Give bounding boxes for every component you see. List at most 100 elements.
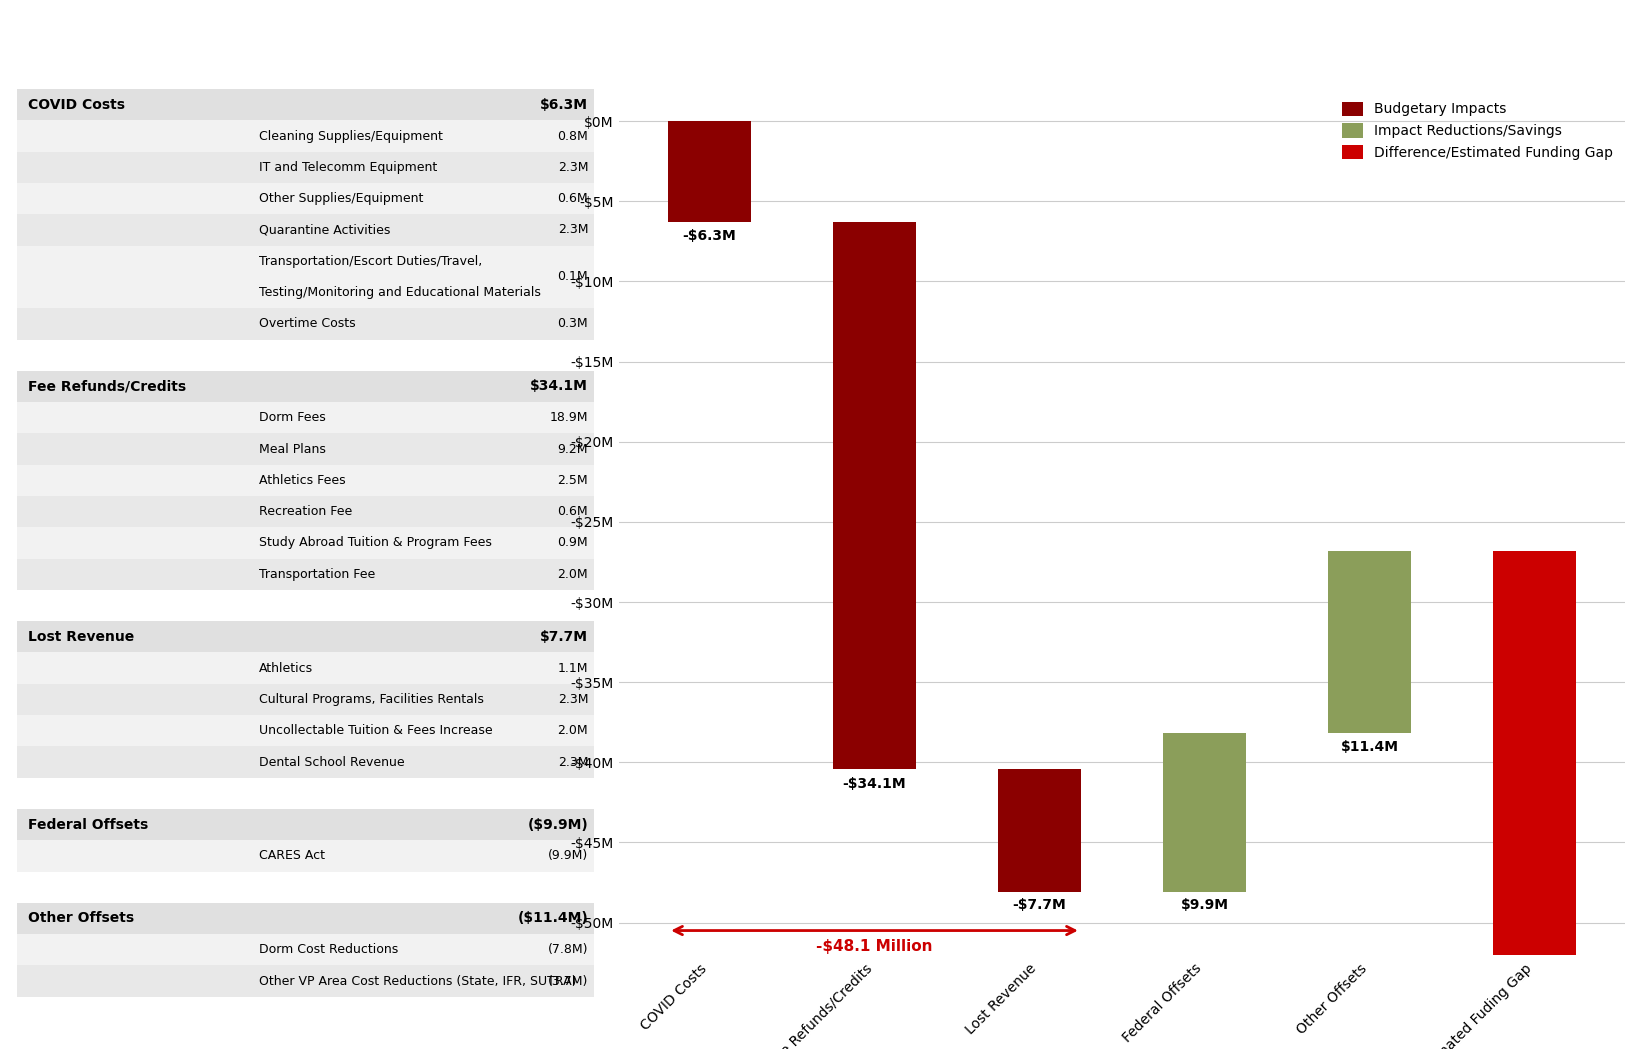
Bar: [248, 715, 508, 747]
Bar: [16, 245, 247, 308]
Bar: [16, 465, 247, 496]
Text: Dorm Cost Reductions: Dorm Cost Reductions: [259, 943, 398, 957]
Bar: [1328, 551, 1411, 733]
Bar: [16, 402, 247, 433]
Text: ($9.9M): ($9.9M): [528, 817, 589, 832]
Bar: [248, 402, 508, 433]
Bar: [248, 183, 508, 214]
Text: 2.3M: 2.3M: [558, 693, 589, 706]
Text: Dorm Fees: Dorm Fees: [259, 411, 325, 424]
Bar: [16, 308, 247, 340]
Text: Lost Revenue: Lost Revenue: [28, 629, 134, 644]
Bar: [16, 840, 247, 872]
Text: ($11.4M): ($11.4M): [518, 912, 589, 925]
Bar: [508, 715, 594, 747]
Bar: [16, 935, 247, 965]
Bar: [508, 903, 594, 935]
Bar: [508, 245, 594, 308]
Text: Other Supplies/Equipment: Other Supplies/Equipment: [259, 192, 424, 206]
Text: Quarantine Activities: Quarantine Activities: [259, 223, 391, 236]
Text: 0.6M: 0.6M: [558, 506, 589, 518]
Text: 9.2M: 9.2M: [558, 443, 589, 455]
Bar: [248, 121, 508, 152]
Text: 0.9M: 0.9M: [558, 536, 589, 550]
Legend: Budgetary Impacts, Impact Reductions/Savings, Difference/Estimated Funding Gap: Budgetary Impacts, Impact Reductions/Sav…: [1336, 97, 1619, 166]
Bar: [248, 433, 508, 465]
Bar: [16, 528, 247, 558]
Bar: [16, 558, 247, 590]
Bar: [248, 496, 508, 528]
Bar: [508, 152, 594, 183]
Bar: [16, 89, 508, 121]
Text: 2.5M: 2.5M: [558, 474, 589, 487]
Bar: [1493, 551, 1576, 980]
Text: Dental School Revenue: Dental School Revenue: [259, 755, 404, 769]
Text: Other VP Area Cost Reductions (State, IFR, SUTRA): Other VP Area Cost Reductions (State, IF…: [259, 975, 576, 987]
Text: $7.7M: $7.7M: [540, 629, 589, 644]
Text: 2.0M: 2.0M: [558, 568, 589, 581]
Text: 2.3M: 2.3M: [558, 755, 589, 769]
Bar: [508, 935, 594, 965]
Text: (7.8M): (7.8M): [548, 943, 589, 957]
Text: 1.1M: 1.1M: [558, 662, 589, 675]
Text: Athletics: Athletics: [259, 662, 314, 675]
Text: Academic & Research: 2019/20 COVID Impacts & Reduction/Savings Categories: Academic & Research: 2019/20 COVID Impac…: [266, 27, 1384, 51]
Bar: [508, 747, 594, 777]
Text: COVID Costs: COVID Costs: [28, 98, 125, 112]
Bar: [16, 965, 247, 997]
Bar: [248, 965, 508, 997]
Text: Testing/Monitoring and Educational Materials: Testing/Monitoring and Educational Mater…: [259, 286, 541, 299]
Bar: [508, 652, 594, 684]
Bar: [248, 465, 508, 496]
Text: Federal Offsets: Federal Offsets: [28, 817, 148, 832]
Bar: [16, 652, 247, 684]
Bar: [16, 496, 247, 528]
Text: (3.7M): (3.7M): [548, 975, 589, 987]
Bar: [508, 308, 594, 340]
Text: -$26.8M: -$26.8M: [1503, 559, 1566, 573]
Text: $34.1M: $34.1M: [530, 380, 589, 393]
Bar: [248, 652, 508, 684]
Text: Cleaning Supplies/Equipment: Cleaning Supplies/Equipment: [259, 130, 442, 143]
Bar: [16, 433, 247, 465]
Text: Fee Refunds/Credits: Fee Refunds/Credits: [28, 380, 186, 393]
Text: -$7.7M: -$7.7M: [1013, 899, 1066, 913]
Bar: [248, 245, 508, 308]
Bar: [248, 152, 508, 183]
Bar: [508, 89, 594, 121]
Text: -$34.1M: -$34.1M: [843, 776, 906, 791]
Bar: [508, 528, 594, 558]
Text: Overtime Costs: Overtime Costs: [259, 318, 356, 330]
Bar: [16, 621, 508, 652]
Bar: [508, 558, 594, 590]
Text: 0.3M: 0.3M: [558, 318, 589, 330]
Bar: [833, 222, 916, 769]
Bar: [16, 903, 508, 935]
Bar: [508, 402, 594, 433]
Text: Recreation Fee: Recreation Fee: [259, 506, 353, 518]
Text: 0.6M: 0.6M: [558, 192, 589, 206]
Bar: [508, 121, 594, 152]
Text: Study Abroad Tuition & Program Fees: Study Abroad Tuition & Program Fees: [259, 536, 492, 550]
Text: 2.0M: 2.0M: [558, 724, 589, 737]
Bar: [248, 840, 508, 872]
Bar: [16, 121, 247, 152]
Text: Meal Plans: Meal Plans: [259, 443, 327, 455]
Bar: [16, 183, 247, 214]
Text: Athletics Fees: Athletics Fees: [259, 474, 346, 487]
Bar: [508, 684, 594, 715]
Bar: [16, 684, 247, 715]
Bar: [668, 122, 751, 222]
Bar: [1163, 733, 1246, 892]
Bar: [508, 465, 594, 496]
Text: (9.9M): (9.9M): [548, 850, 589, 862]
Text: 18.9M: 18.9M: [549, 411, 589, 424]
Bar: [16, 715, 247, 747]
Text: CARES Act: CARES Act: [259, 850, 325, 862]
Bar: [16, 370, 508, 402]
Bar: [248, 214, 508, 245]
Bar: [508, 496, 594, 528]
Text: IT and Telecomm Equipment: IT and Telecomm Equipment: [259, 160, 437, 174]
Text: 2.3M: 2.3M: [558, 160, 589, 174]
Bar: [248, 558, 508, 590]
